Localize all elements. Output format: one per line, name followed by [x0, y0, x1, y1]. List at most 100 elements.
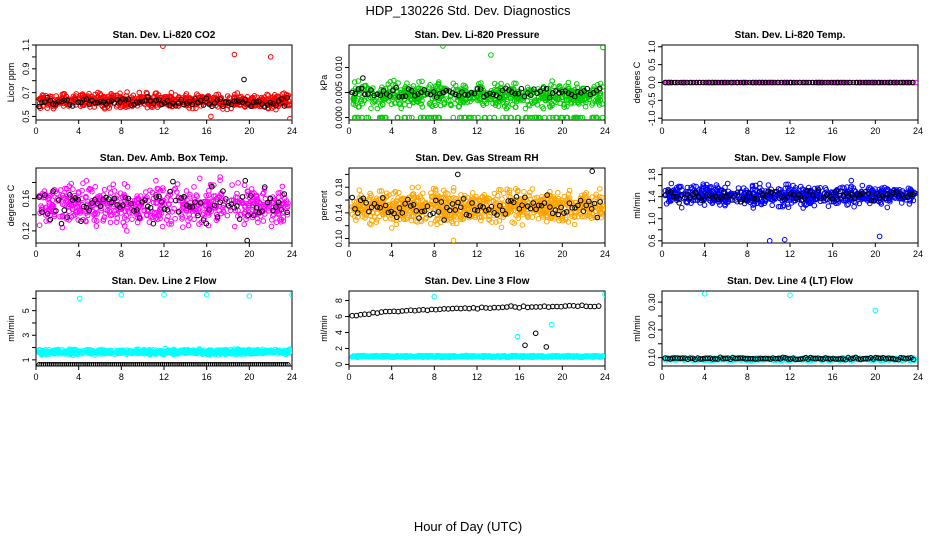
data-point [571, 221, 578, 228]
outlier-point [876, 233, 883, 240]
data-point [267, 195, 274, 202]
data-point [36, 222, 43, 228]
data-point [433, 114, 439, 120]
data-point [674, 79, 681, 86]
data-point [563, 214, 569, 221]
data-point [83, 96, 90, 102]
data-point [421, 87, 428, 93]
data-point [268, 223, 275, 230]
data-point [812, 196, 819, 203]
data-point [275, 190, 282, 196]
data-point [224, 212, 231, 219]
data-point [527, 189, 533, 196]
x-tick-label: 8 [119, 249, 124, 259]
data-point [197, 200, 204, 206]
data-point [86, 90, 92, 97]
data-point [104, 93, 111, 100]
data-point [106, 196, 112, 202]
data-point [765, 79, 772, 86]
data-point [39, 99, 45, 106]
data-point [698, 197, 705, 203]
data-point [175, 100, 182, 107]
y-tick-label: 0.7 [21, 86, 31, 99]
data-point [50, 188, 56, 194]
data-point [458, 114, 465, 120]
data-point [195, 212, 201, 219]
data-point [150, 220, 157, 227]
data-point [471, 90, 478, 97]
data-point [851, 195, 858, 202]
data-point [47, 216, 54, 223]
data-point [83, 194, 89, 200]
data-point [355, 78, 362, 84]
data-point [851, 203, 857, 210]
data-point [678, 79, 684, 86]
data-point [771, 194, 777, 201]
data-point [522, 194, 528, 201]
data-point [894, 79, 900, 86]
data-point [36, 103, 43, 110]
data-point [468, 89, 475, 96]
data-point [815, 189, 822, 195]
data-point [91, 217, 97, 223]
data-point [460, 204, 467, 211]
data-point [684, 191, 691, 198]
data-point [396, 189, 402, 196]
x-tick-label: 0 [33, 249, 38, 259]
data-point [107, 219, 114, 226]
data-point [897, 79, 904, 86]
data-point [410, 191, 417, 197]
data-point [693, 79, 700, 86]
data-point [217, 177, 223, 183]
data-point [781, 202, 787, 209]
data-point [575, 202, 581, 209]
data-point [153, 194, 159, 200]
x-tick-label: 16 [828, 126, 838, 136]
x-tick-label: 8 [432, 126, 437, 136]
data-point [841, 185, 847, 191]
data-point [769, 202, 776, 209]
data-point [541, 200, 548, 206]
outlier-point [589, 168, 596, 174]
data-point [888, 79, 894, 86]
data-point [165, 213, 171, 220]
data-point [124, 89, 130, 95]
data-point [581, 213, 588, 220]
data-point [241, 221, 247, 228]
data-point [250, 212, 257, 219]
data-point [55, 99, 62, 105]
data-point [793, 195, 799, 202]
data-point [254, 196, 261, 202]
data-point [878, 201, 885, 207]
data-point [591, 200, 598, 207]
data-point [537, 88, 544, 95]
data-point [448, 195, 454, 202]
data-point [75, 196, 81, 203]
data-point [502, 211, 509, 217]
data-point [555, 189, 561, 196]
data-point [75, 99, 81, 106]
data-point [593, 191, 600, 198]
data-point [562, 209, 568, 215]
data-point [909, 79, 916, 86]
data-point [64, 97, 70, 103]
data-point [474, 207, 481, 214]
data-point [872, 79, 878, 86]
data-point [537, 210, 544, 216]
data-point [901, 194, 908, 201]
data-point [47, 97, 54, 104]
data-point [136, 99, 143, 105]
data-point [62, 185, 68, 192]
data-point [462, 91, 468, 98]
data-point [678, 183, 684, 190]
data-point [599, 84, 605, 90]
data-point [524, 98, 531, 104]
data-point [551, 83, 557, 90]
data-point [236, 99, 243, 105]
data-point [121, 223, 128, 229]
data-point [465, 114, 472, 120]
data-point [882, 195, 889, 201]
data-point [59, 224, 66, 231]
